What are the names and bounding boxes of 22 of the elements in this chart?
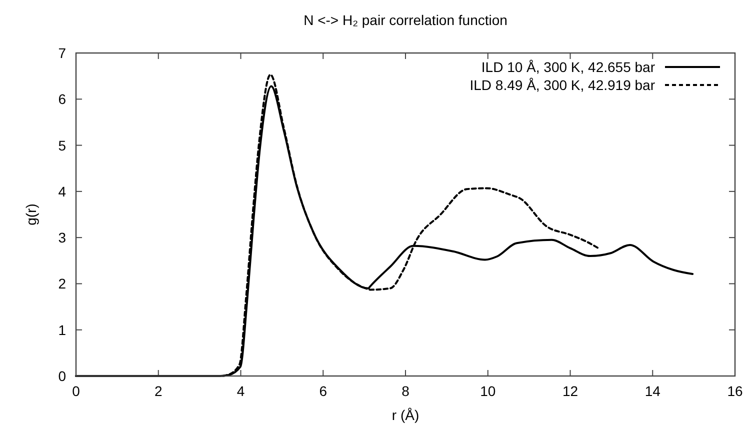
x-tick-label: 12	[562, 383, 578, 399]
y-tick-label: 6	[58, 91, 66, 108]
y-tick-label: 3	[58, 230, 66, 246]
x-tick-label: 6	[319, 383, 328, 399]
x-tick-label: 16	[727, 383, 743, 399]
chart-title: N <-> H₂ pair correlation function	[304, 12, 508, 28]
y-tick-label: 4	[58, 183, 66, 200]
x-axis-title: r (Å)	[392, 407, 420, 423]
legend-label: ILD 10 Å, 300 K, 42.655 bar	[481, 59, 656, 75]
x-tick-label: 4	[236, 383, 245, 399]
y-tick-label: 0	[58, 368, 66, 384]
y-tick-label: 5	[58, 137, 66, 154]
y-axis-title: g(r)	[23, 204, 39, 226]
x-tick-label: 10	[480, 383, 496, 399]
x-tick-label: 8	[402, 383, 410, 399]
x-tick-label: 0	[72, 383, 80, 399]
y-tick-label: 7	[58, 45, 66, 61]
legend-label: ILD 8.49 Å, 300 K, 42.919 bar	[470, 77, 656, 93]
x-tick-label: 2	[154, 383, 162, 399]
x-tick-label: 14	[644, 383, 661, 399]
y-tick-label: 1	[58, 322, 66, 338]
y-tick-label: 2	[58, 276, 66, 292]
